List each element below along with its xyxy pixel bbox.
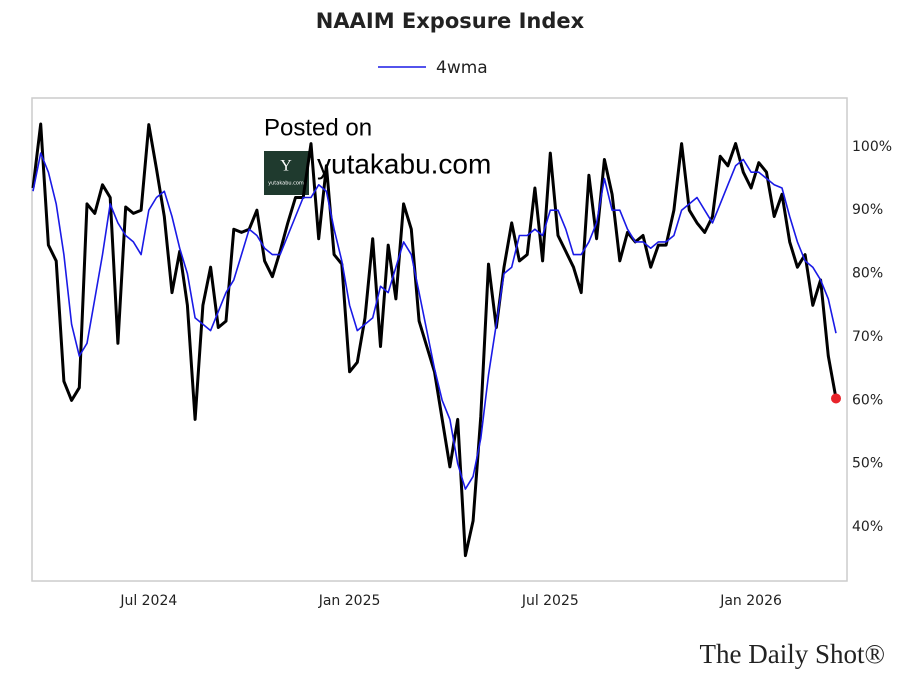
plot-frame <box>31 97 848 582</box>
series-line <box>31 122 838 558</box>
watermark-logo-text: yutakabu.com <box>268 181 304 187</box>
legend-label: 4wma <box>436 58 488 78</box>
y-tick-label: 90% <box>852 202 883 218</box>
watermark-logo <box>264 151 309 195</box>
series-line <box>32 152 837 490</box>
source-logo: The Daily Shot® <box>700 639 886 669</box>
y-tick-label: 60% <box>852 392 883 408</box>
chart-title: NAAIM Exposure Index <box>316 9 585 33</box>
watermark-line2: yutakabu.com <box>317 148 491 179</box>
y-tick-label: 40% <box>852 519 883 535</box>
end-marker <box>831 393 841 404</box>
watermark-logo-letter: Y <box>280 158 292 175</box>
x-tick-label: Jan 2025 <box>318 593 381 609</box>
y-tick-label: 80% <box>852 266 883 282</box>
y-tick-label: 70% <box>852 329 883 345</box>
y-tick-label: 50% <box>852 456 883 472</box>
x-tick-label: Jul 2024 <box>119 593 177 609</box>
y-tick-label: 100% <box>852 139 892 155</box>
x-tick-label: Jul 2025 <box>521 593 579 609</box>
x-tick-label: Jan 2026 <box>719 593 782 609</box>
watermark-line1: Posted on <box>264 114 372 141</box>
